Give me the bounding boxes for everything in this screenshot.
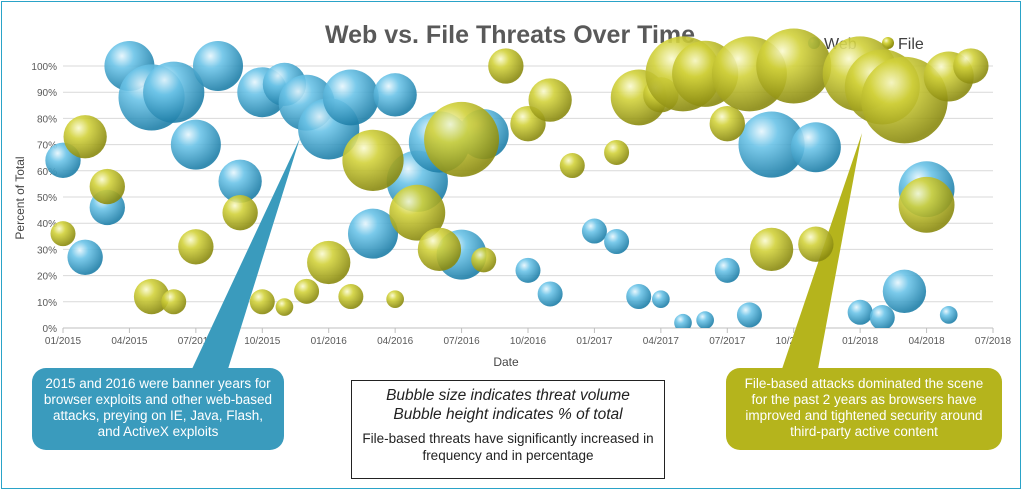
web-bubble (869, 305, 895, 328)
file-bubble (222, 195, 258, 231)
y-tick-label: 0% (43, 324, 58, 335)
x-tick-label: 01/2017 (576, 336, 613, 347)
x-tick-label: 01/2016 (311, 336, 348, 347)
x-tick-label: 04/2015 (111, 336, 148, 347)
file-bubble (89, 168, 125, 205)
x-tick-label: 04/2016 (377, 336, 414, 347)
x-tick-label: 07/2015 (178, 336, 215, 347)
bubble-legend-note: Bubble size indicates threat volume Bubb… (351, 380, 665, 479)
file-bubble (424, 101, 500, 177)
y-tick-label: 70% (37, 141, 57, 152)
file-bubble (604, 139, 630, 165)
file-bubble (338, 284, 364, 310)
web-bubble (143, 61, 205, 123)
y-tick-label: 80% (37, 114, 57, 125)
note-summary: File-based threats have significantly in… (362, 431, 654, 463)
x-tick-label: 01/2015 (45, 336, 82, 347)
file-bubble (275, 298, 294, 316)
web-bubble (581, 218, 607, 244)
file-bubble (294, 278, 320, 304)
file-bubble (386, 290, 404, 309)
x-tick-label: 10/2015 (244, 336, 281, 347)
web-bubble (626, 284, 652, 310)
web-bubble (170, 119, 221, 170)
file-bubble (528, 78, 572, 122)
file-bubble (953, 48, 989, 84)
web-bubble (193, 41, 243, 91)
web-callout-pointer (192, 138, 300, 369)
y-tick-label: 60% (37, 167, 57, 178)
file-bubble (559, 153, 585, 179)
x-tick-label: 07/2016 (443, 336, 480, 347)
legend-file-label: File (898, 36, 924, 53)
file-bubble (709, 105, 745, 142)
web-bubble (652, 290, 670, 309)
web-bubble (218, 159, 262, 203)
x-tick-label: 04/2018 (908, 336, 945, 347)
y-tick-label: 50% (37, 193, 57, 204)
file-bubble (63, 115, 107, 159)
y-tick-label: 100% (31, 62, 57, 73)
chart-title: Web vs. File Threats Over Time (325, 21, 695, 49)
web-bubble (696, 311, 714, 328)
file-bubble (178, 229, 214, 265)
y-tick-label: 10% (37, 298, 57, 309)
file-bubble (488, 48, 524, 84)
y-axis-label: Percent of Total (13, 156, 27, 239)
file-bubble (342, 129, 404, 191)
x-tick-label: 04/2017 (643, 336, 680, 347)
file-bubble (50, 221, 76, 247)
x-tick-label: 07/2017 (709, 336, 746, 347)
file-bubble (133, 278, 170, 315)
y-tick-label: 90% (37, 88, 57, 99)
web-bubble (714, 257, 740, 283)
web-bubble (847, 299, 873, 325)
file-bubble (161, 289, 187, 315)
file-bubble (471, 247, 497, 273)
web-bubble (515, 257, 541, 283)
x-axis-label: Date (493, 355, 519, 369)
file-bubble (249, 289, 275, 315)
file-bubble (798, 226, 834, 262)
web-bubble (738, 111, 805, 178)
web-bubble (373, 73, 417, 117)
web-bubble (67, 239, 103, 275)
web-bubble (674, 313, 692, 328)
web-bubble (322, 69, 379, 126)
file-bubble (389, 184, 446, 241)
web-bubble (537, 281, 563, 307)
web-bubble (348, 208, 398, 259)
y-tick-label: 20% (37, 272, 57, 283)
y-tick-label: 30% (37, 245, 57, 256)
web-bubble (790, 122, 841, 173)
x-tick-label: 01/2018 (842, 336, 879, 347)
web-bubble (736, 302, 762, 328)
x-tick-label: 10/2016 (510, 336, 547, 347)
web-bubble (604, 229, 630, 255)
file-bubble (898, 176, 955, 233)
file-bubble (756, 28, 832, 104)
file-callout: File-based attacks dominated the scene f… (726, 368, 1002, 450)
file-bubble (749, 227, 794, 272)
y-tick-label: 40% (37, 219, 57, 230)
file-bubble (307, 240, 351, 285)
x-tick-label: 07/2018 (975, 336, 1012, 347)
note-bubble-height: Bubble height indicates % of total (393, 406, 623, 423)
note-bubble-size: Bubble size indicates threat volume (386, 387, 630, 404)
web-callout: 2015 and 2016 were banner years for brow… (32, 368, 284, 450)
file-bubble (417, 227, 462, 272)
web-bubble (939, 306, 958, 324)
web-bubble (882, 269, 927, 313)
